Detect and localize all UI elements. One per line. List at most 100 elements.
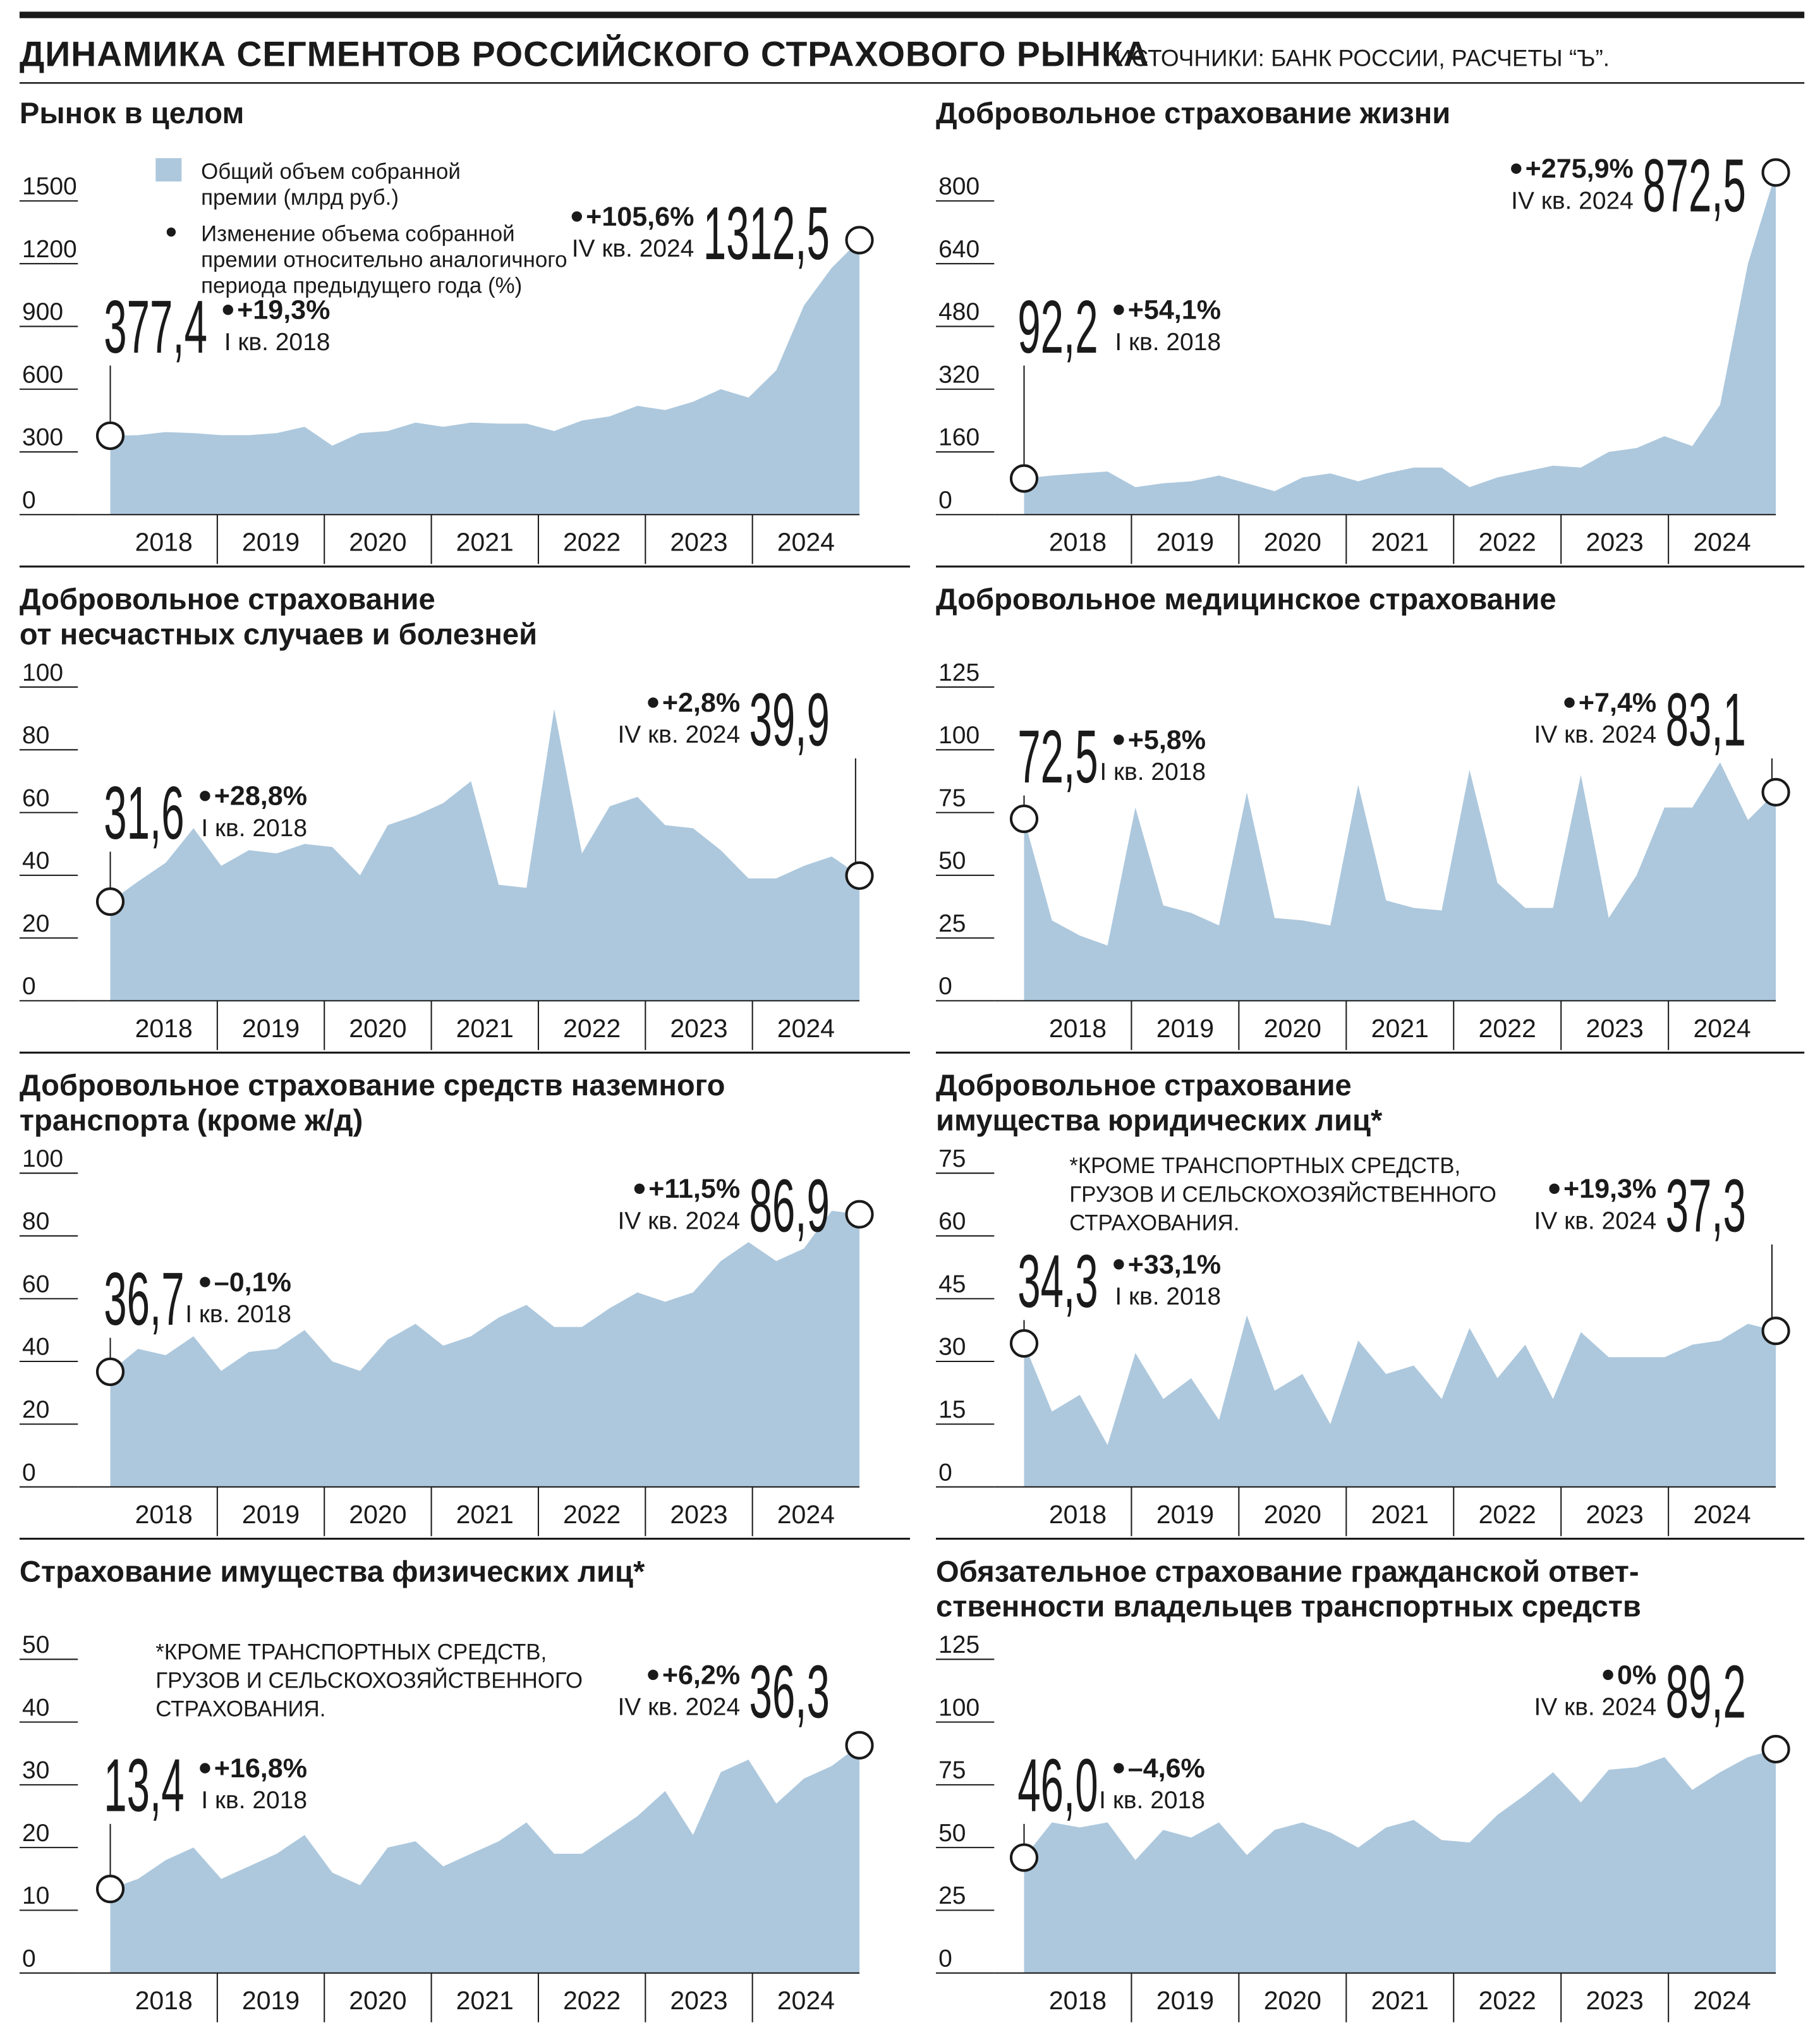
change-bullet — [648, 1669, 658, 1681]
source: ИСТОЧНИКИ: БАНК РОССИИ, РАСЧЕТЫ “Ъ”. — [1115, 46, 1610, 71]
y-tick-label: 0 — [22, 1459, 36, 1486]
area — [110, 1210, 860, 1487]
change-label: +11,5% — [648, 1174, 740, 1204]
period-label: I кв. 2018 — [201, 1787, 307, 1814]
year-label: 2019 — [1156, 1500, 1214, 1529]
area — [110, 240, 860, 515]
point-marker — [95, 421, 125, 450]
y-tick-label: 125 — [938, 659, 980, 686]
change-label: 0% — [1617, 1660, 1656, 1690]
period-label: I кв. 2018 — [185, 1301, 291, 1328]
year-label: 2019 — [242, 1986, 300, 2015]
chart-title: Добровольное страхование — [936, 1068, 1352, 1102]
year-label: 2018 — [1049, 1986, 1107, 2015]
y-tick-label: 40 — [22, 1694, 49, 1721]
value-label: 36,7 — [104, 1258, 184, 1342]
y-tick-label: 640 — [938, 236, 980, 263]
y-tick-label: 80 — [22, 1208, 49, 1235]
value-label: 72,5 — [1017, 715, 1098, 800]
change-label: +2,8% — [662, 688, 740, 718]
y-tick-label: 100 — [938, 1694, 980, 1721]
change-label: –0,1% — [214, 1267, 291, 1298]
year-label: 2024 — [777, 1014, 835, 1043]
year-label: 2019 — [242, 1014, 300, 1043]
year-label: 2021 — [1371, 528, 1429, 557]
y-tick-label: 0 — [22, 1945, 36, 1972]
y-tick-label: 60 — [22, 1270, 49, 1298]
area — [1024, 1315, 1776, 1487]
year-label: 2024 — [777, 528, 835, 557]
year-label: 2024 — [777, 1986, 835, 2015]
year-label: 2018 — [135, 1986, 193, 2015]
area — [1024, 762, 1776, 1001]
y-tick-label: 75 — [938, 784, 966, 812]
year-label: 2022 — [563, 1014, 621, 1043]
y-tick-label: 20 — [22, 910, 49, 937]
chart-title: Рынок в целом — [20, 96, 244, 130]
y-tick-label: 125 — [938, 1631, 980, 1658]
year-label: 2018 — [135, 1014, 193, 1043]
period-label: I кв. 2018 — [1115, 329, 1221, 356]
footnote: СТРАХОВАНИЯ. — [1069, 1210, 1239, 1235]
legend-text: премии (млрд руб.) — [201, 185, 399, 210]
footnote: *КРОМЕ ТРАНСПОРТНЫХ СРЕДСТВ, — [1069, 1153, 1460, 1178]
value-label: 1312,5 — [703, 192, 830, 276]
y-tick-label: 75 — [938, 1145, 966, 1172]
year-label: 2023 — [670, 528, 727, 557]
area — [1024, 1749, 1776, 1973]
year-label: 2022 — [1479, 1014, 1536, 1043]
y-tick-label: 20 — [22, 1820, 49, 1847]
point-marker — [845, 1200, 874, 1229]
point-marker — [1009, 804, 1039, 834]
period-label: IV кв. 2024 — [1534, 1694, 1657, 1721]
chart-title: Добровольное страхование жизни — [936, 96, 1450, 130]
year-label: 2019 — [242, 528, 300, 557]
change-bullet — [1113, 1259, 1124, 1270]
legend-dot — [166, 227, 176, 237]
year-label: 2024 — [777, 1500, 835, 1529]
y-tick-label: 60 — [938, 1208, 966, 1235]
y-tick-label: 80 — [22, 722, 49, 749]
y-tick-label: 100 — [938, 722, 980, 749]
change-label: +275,9% — [1526, 154, 1634, 184]
change-bullet — [1113, 304, 1124, 315]
y-tick-label: 50 — [938, 1820, 966, 1847]
chart-title: Обязательное страхование гражданской отв… — [936, 1554, 1639, 1588]
area — [110, 1745, 860, 1973]
year-label: 2021 — [1371, 1986, 1429, 2015]
value-label: 83,1 — [1666, 678, 1746, 762]
year-label: 2019 — [1156, 1014, 1214, 1043]
chart-title: транспорта (кроме ж/д) — [20, 1104, 363, 1137]
period-label: IV кв. 2024 — [1534, 1207, 1657, 1234]
y-tick-label: 40 — [22, 1334, 49, 1361]
y-tick-label: 900 — [22, 298, 63, 325]
year-label: 2020 — [1264, 1986, 1321, 2015]
point-marker — [95, 1875, 125, 1904]
period-label: I кв. 2018 — [1115, 1283, 1221, 1310]
y-tick-label: 10 — [22, 1882, 49, 1909]
y-tick-label: 50 — [22, 1631, 49, 1658]
y-tick-label: 480 — [938, 298, 980, 325]
point-marker — [1761, 1317, 1790, 1346]
point-marker — [845, 226, 874, 255]
year-label: 2021 — [1371, 1014, 1429, 1043]
y-tick-label: 25 — [938, 910, 966, 937]
year-label: 2019 — [1156, 1986, 1214, 2015]
footnote: ГРУЗОВ И СЕЛЬСКОХОЗЯЙСТВЕННОГО — [1069, 1181, 1496, 1207]
change-bullet — [200, 1277, 210, 1287]
change-bullet — [1564, 697, 1575, 708]
area — [110, 709, 860, 1001]
change-bullet — [200, 1763, 210, 1773]
point-marker — [1761, 1734, 1790, 1764]
period-label: I кв. 2018 — [1099, 1787, 1205, 1814]
value-label: 377,4 — [104, 285, 207, 369]
year-label: 2022 — [1479, 1986, 1536, 2015]
y-tick-label: 0 — [938, 973, 952, 1000]
change-label: +5,8% — [1128, 725, 1206, 755]
legend-text: Общий объем собранной — [201, 159, 461, 184]
year-label: 2020 — [349, 1986, 406, 2015]
point-marker — [1009, 1843, 1039, 1872]
value-label: 89,2 — [1666, 1650, 1746, 1734]
year-label: 2018 — [1049, 1014, 1107, 1043]
y-tick-label: 0 — [938, 1945, 952, 1972]
